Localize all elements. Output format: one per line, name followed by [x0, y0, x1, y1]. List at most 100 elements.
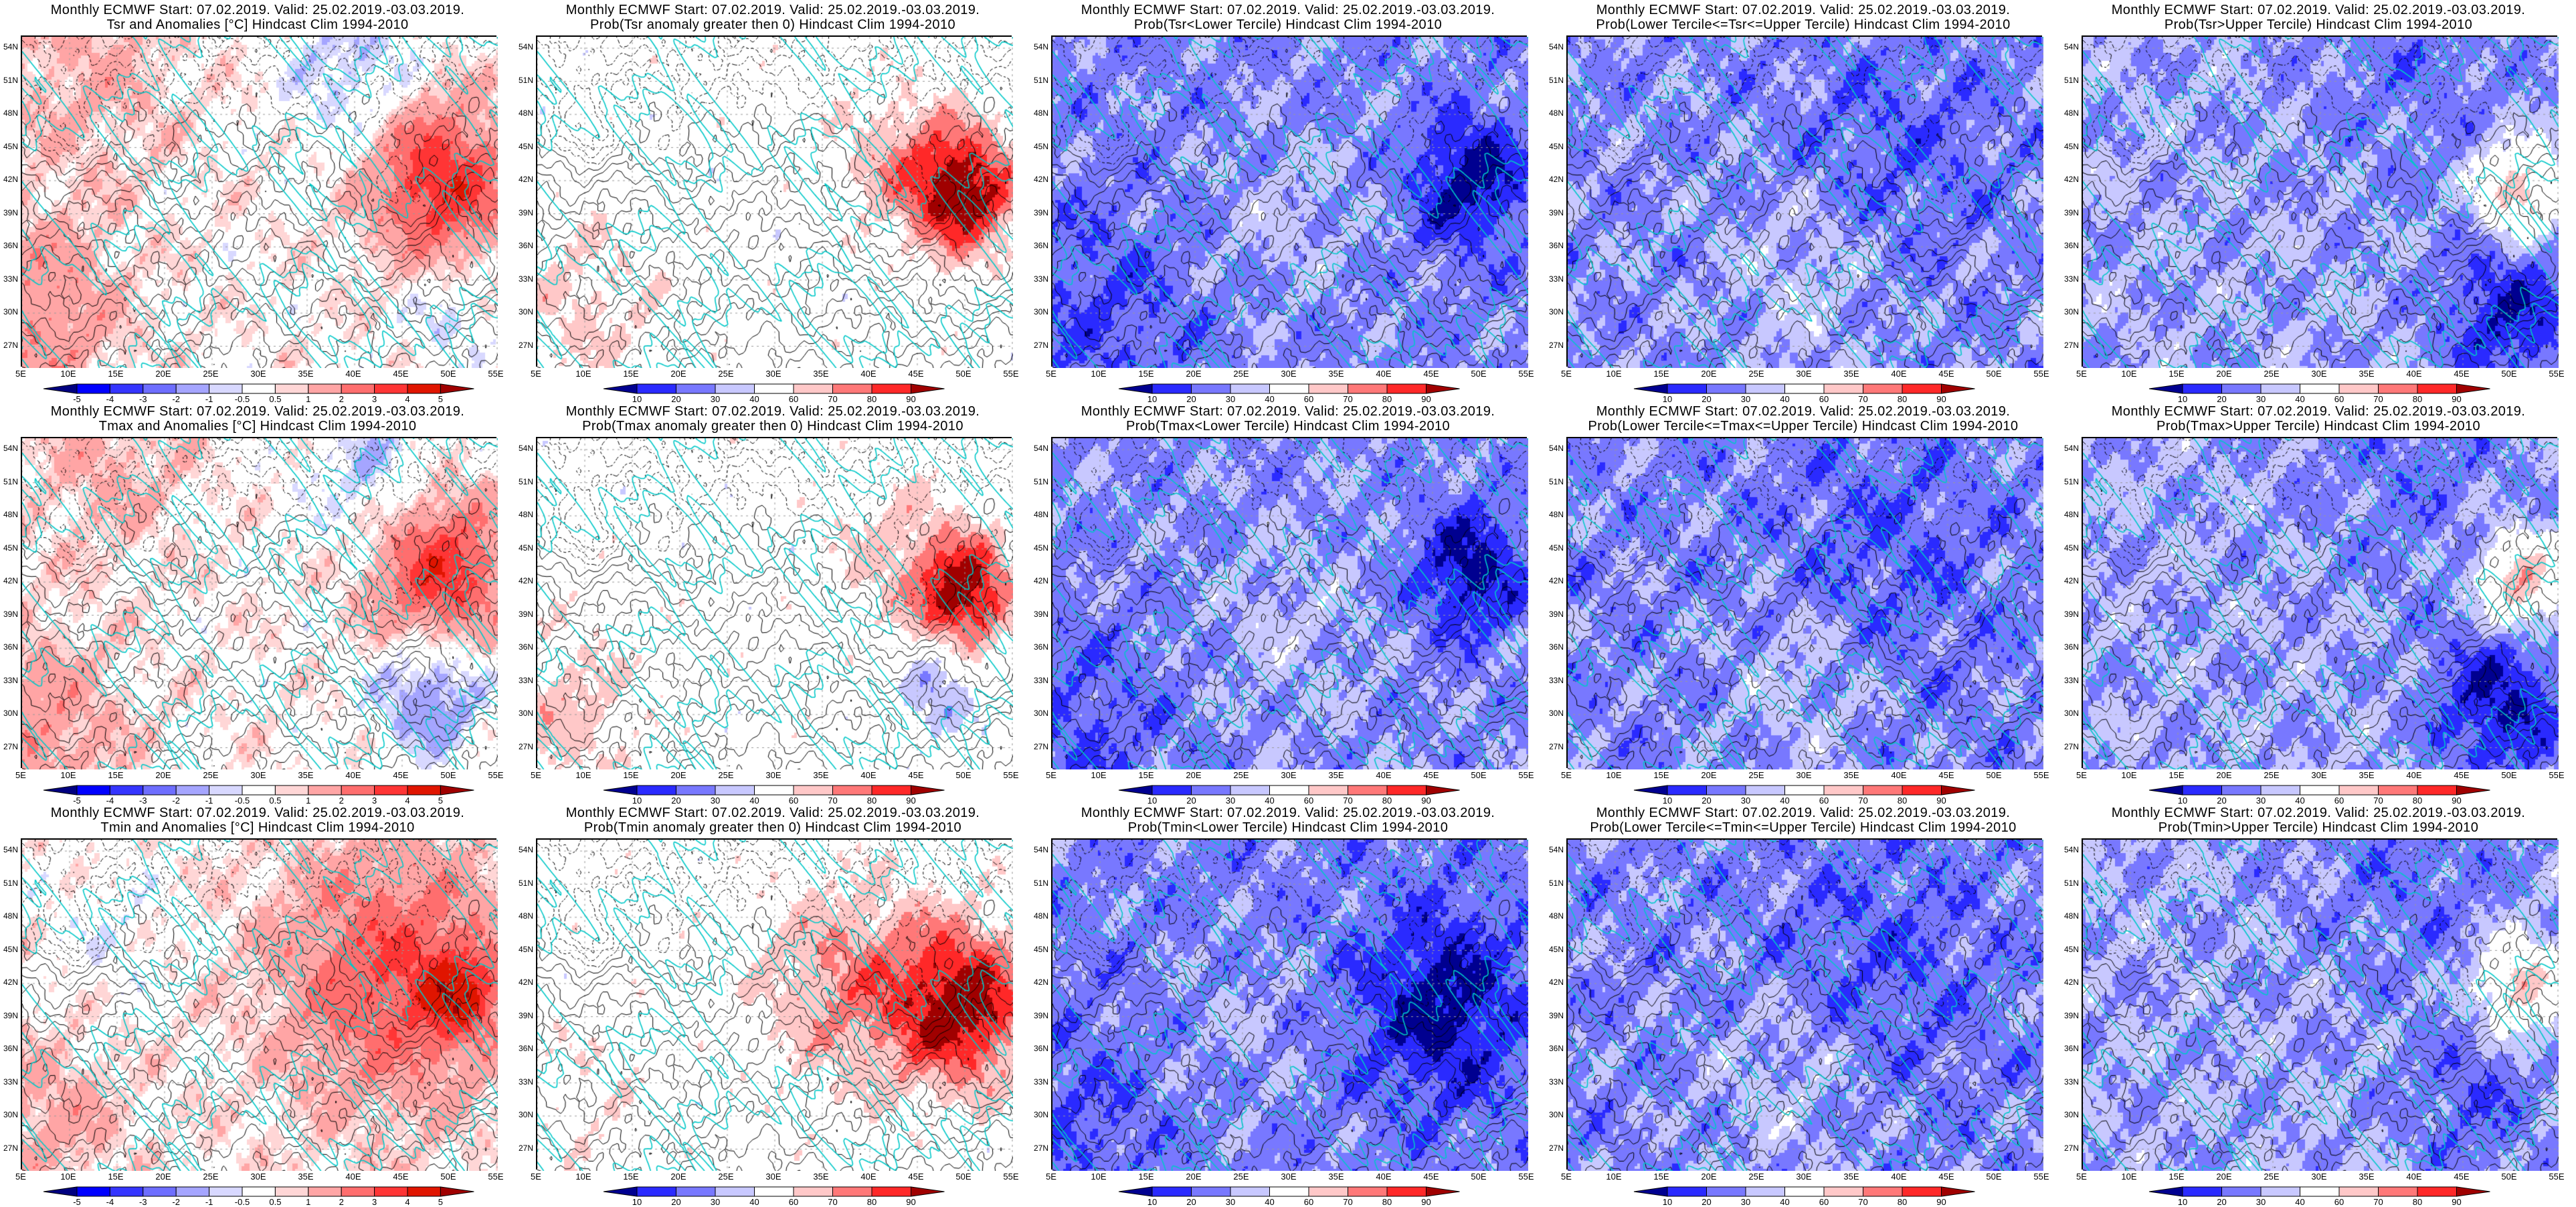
- colorbar-low-extension: [43, 383, 78, 394]
- colorbar-box: [1269, 383, 1309, 394]
- colorbar-box: [274, 785, 309, 796]
- longitude-label: 35E: [298, 369, 314, 379]
- colorbar-box: [1667, 383, 1707, 394]
- latitude-label: 48N: [518, 108, 533, 118]
- longitude-label: 30E: [2311, 1172, 2327, 1182]
- longitude-label: 5E: [531, 1172, 541, 1182]
- latitude-label: 54N: [1548, 845, 1564, 854]
- colorbar-tick-label: -1: [205, 796, 213, 806]
- colorbar-high-extension: [1426, 1186, 1460, 1197]
- panel-title-line1: Monthly ECMWF Start: 07.02.2019. Valid: …: [50, 404, 465, 419]
- map-plot-area: [1051, 838, 1528, 1171]
- colorbar-tick-label: 40: [1780, 796, 1790, 806]
- colorbar-tick-label: 3: [371, 394, 377, 404]
- colorbar-tick-label: 40: [2295, 796, 2305, 806]
- colorbar-tick-label: 40: [1780, 1197, 1790, 1207]
- longitude-label: 30E: [250, 1172, 266, 1182]
- longitude-label: 50E: [2501, 770, 2517, 780]
- colorbar-box: [2221, 1186, 2262, 1197]
- colorbar-box: [341, 383, 375, 394]
- colorbar-box: [2182, 1186, 2222, 1197]
- colorbar-tick-label: 20: [1186, 394, 1196, 404]
- longitude-label: 40E: [1891, 770, 1907, 780]
- colorbar-tick-label: 60: [1819, 796, 1829, 806]
- colorbar-tick-label: 70: [1858, 394, 1868, 404]
- latitude-label: 39N: [518, 609, 533, 619]
- latitude-label: 42N: [1548, 175, 1564, 184]
- colorbar-box: [1784, 785, 1825, 796]
- longitude-label: 25E: [203, 369, 219, 379]
- colorbar-tick-label: 2: [339, 796, 344, 806]
- latitude-label: 42N: [2063, 576, 2079, 585]
- panel-title-line1: Monthly ECMWF Start: 07.02.2019. Valid: …: [2111, 404, 2526, 419]
- colorbar-box: [2417, 383, 2457, 394]
- latitude-label: 54N: [2063, 444, 2079, 453]
- forecast-panel: Monthly ECMWF Start: 07.02.2019. Valid: …: [1546, 401, 2061, 806]
- longitude-label: 20E: [155, 369, 171, 379]
- latitude-label: 27N: [3, 340, 18, 350]
- forecast-panel: Monthly ECMWF Start: 07.02.2019. Valid: …: [2061, 0, 2576, 404]
- longitude-label: 50E: [1471, 369, 1487, 379]
- latitude-label: 33N: [3, 274, 18, 284]
- colorbar-high-extension: [1941, 785, 1975, 796]
- longitude-label: 15E: [1138, 369, 1154, 379]
- colorbar-tick-label: -3: [139, 1197, 147, 1207]
- latitude-label: 54N: [518, 444, 533, 453]
- colorbar-tick-label: -4: [106, 394, 114, 404]
- longitude-label: 5E: [531, 770, 541, 780]
- colorbar-box: [1191, 1186, 1231, 1197]
- latitude-label: 48N: [3, 108, 18, 118]
- longitude-label: 15E: [108, 1172, 124, 1182]
- latitude-label: 54N: [2063, 42, 2079, 52]
- forecast-field-map: [22, 840, 498, 1171]
- longitude-label: 40E: [1891, 1172, 1907, 1182]
- latitude-label: 33N: [1033, 274, 1048, 284]
- longitude-label: 25E: [718, 1172, 734, 1182]
- latitude-label: 48N: [1548, 911, 1564, 921]
- colorbar-high-extension: [1426, 785, 1460, 796]
- colorbar-high-extension: [1941, 1186, 1975, 1197]
- colorbar-box: [1230, 785, 1270, 796]
- latitude-label: 33N: [3, 675, 18, 685]
- latitude-label: 48N: [2063, 911, 2079, 921]
- colorbar-box: [754, 1186, 794, 1197]
- longitude-label: 55E: [1518, 770, 1534, 780]
- colorbar-tick-label: 40: [2295, 1197, 2305, 1207]
- colorbar-tick-label: 0.5: [269, 394, 282, 404]
- longitude-label: 55E: [2549, 770, 2565, 780]
- colorbar: [1633, 383, 1975, 394]
- longitude-label: 30E: [1796, 770, 1812, 780]
- forecast-panel: Monthly ECMWF Start: 07.02.2019. Valid: …: [0, 401, 515, 806]
- colorbar-box: [407, 383, 441, 394]
- colorbar-tick-label: -3: [139, 394, 147, 404]
- colorbar-tick-label: 60: [1303, 1197, 1314, 1207]
- colorbar-tick-label: 0.5: [269, 796, 282, 806]
- longitude-label: 35E: [1328, 1172, 1344, 1182]
- colorbar-tick-label: 90: [1421, 394, 1431, 404]
- longitude-label: 25E: [1233, 1172, 1249, 1182]
- panel-title-line1: Monthly ECMWF Start: 07.02.2019. Valid: …: [565, 3, 980, 17]
- longitude-label: 50E: [2501, 1172, 2517, 1182]
- latitude-label: 33N: [1033, 1077, 1048, 1087]
- latitude-label: 39N: [2063, 1010, 2079, 1020]
- longitude-label: 10E: [2121, 770, 2137, 780]
- longitude-label: 40E: [2406, 1172, 2422, 1182]
- longitude-label: 5E: [2076, 369, 2087, 379]
- panel-title-line1: Monthly ECMWF Start: 07.02.2019. Valid: …: [50, 3, 465, 17]
- longitude-label: 45E: [1423, 369, 1439, 379]
- forecast-panel: Monthly ECMWF Start: 07.02.2019. Valid: …: [1030, 0, 1546, 404]
- longitude-label: 15E: [2169, 770, 2185, 780]
- colorbar-tick-label: 40: [1265, 394, 1275, 404]
- latitude-label: 51N: [2063, 878, 2079, 888]
- latitude-label: 45N: [518, 543, 533, 553]
- latitude-label: 39N: [2063, 609, 2079, 619]
- colorbar-box: [1863, 785, 1903, 796]
- latitude-label: 42N: [518, 175, 533, 184]
- panel-title-line1: Monthly ECMWF Start: 07.02.2019. Valid: …: [1081, 404, 1495, 419]
- colorbar-tick-label: 30: [2256, 394, 2266, 404]
- latitude-label: 42N: [1548, 576, 1564, 585]
- latitude-label: 39N: [1548, 609, 1564, 619]
- latitude-label: 27N: [1033, 741, 1048, 751]
- longitude-label: 30E: [1281, 770, 1297, 780]
- colorbar-tick-label: 4: [405, 1197, 410, 1207]
